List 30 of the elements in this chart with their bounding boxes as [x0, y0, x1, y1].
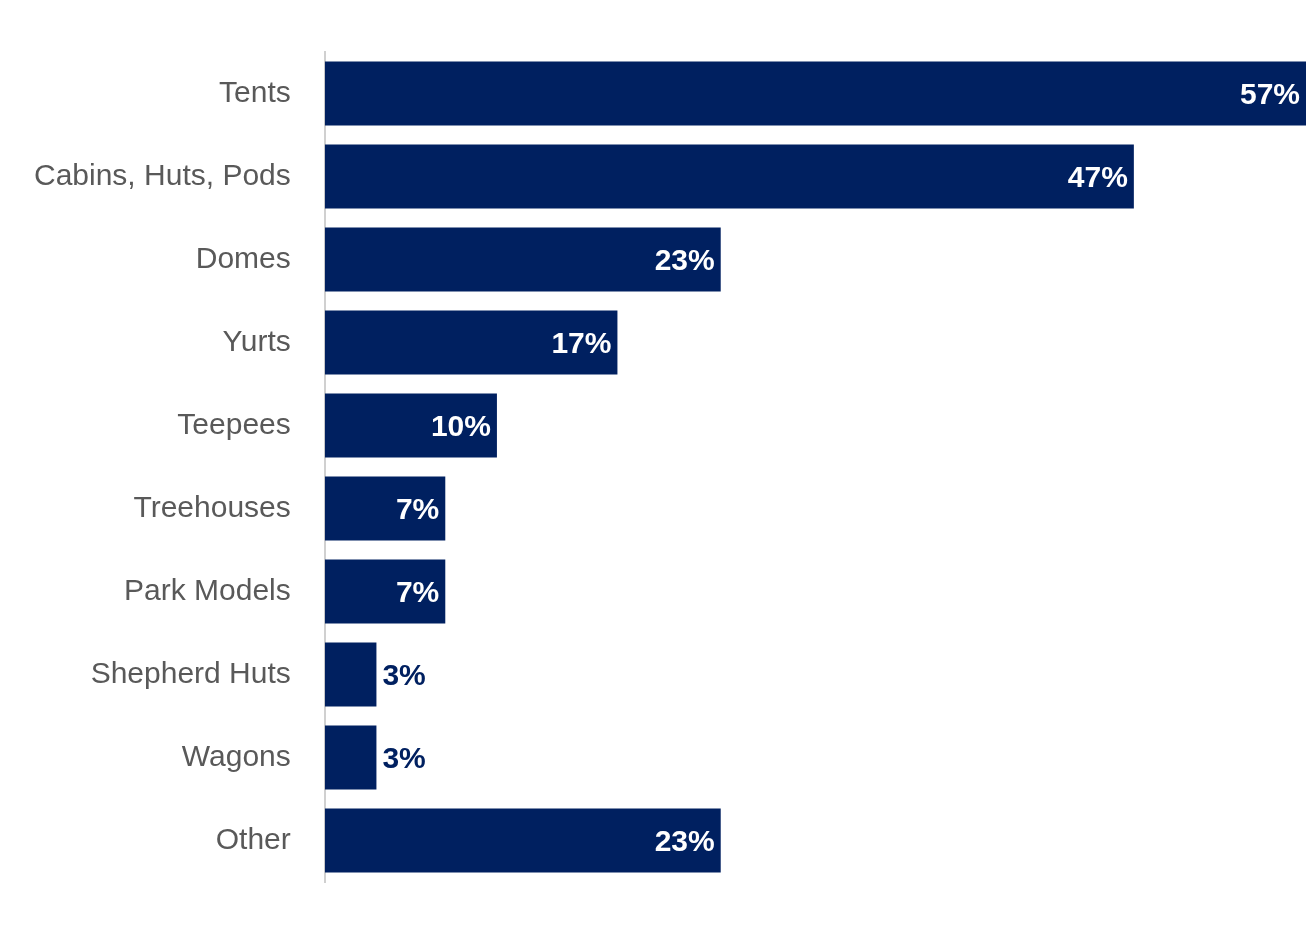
data-label: 57%	[1239, 76, 1300, 110]
y-tick-label: Wagons	[181, 738, 291, 772]
y-tick-label: Domes	[195, 240, 291, 274]
data-label: 3%	[382, 740, 426, 774]
data-label: 7%	[395, 574, 440, 608]
bar	[324, 808, 721, 873]
bar	[324, 310, 618, 375]
data-label: 10%	[430, 408, 491, 442]
y-tick-label: Yurts	[222, 323, 291, 357]
bar	[324, 393, 497, 458]
y-tick-label: Other	[215, 821, 291, 855]
data-label: 3%	[382, 657, 426, 691]
bar	[324, 559, 446, 624]
bar	[324, 476, 446, 541]
y-tick-label: Tents	[219, 74, 291, 108]
bar	[324, 227, 721, 292]
data-label: 17%	[551, 325, 612, 359]
y-tick-label: Shepherd Huts	[90, 655, 291, 689]
data-label: 7%	[395, 491, 440, 525]
y-tick-label: Park Models	[124, 572, 291, 606]
bar	[324, 725, 377, 790]
bar	[324, 144, 1134, 209]
data-label: 23%	[654, 242, 715, 276]
data-label: 23%	[654, 823, 715, 857]
y-tick-label: Teepees	[177, 406, 291, 440]
y-tick-label: Treehouses	[133, 489, 291, 523]
bar	[324, 61, 1306, 126]
y-tick-label: Cabins, Huts, Pods	[33, 157, 291, 191]
data-label: 47%	[1067, 159, 1128, 193]
bar	[324, 642, 377, 707]
